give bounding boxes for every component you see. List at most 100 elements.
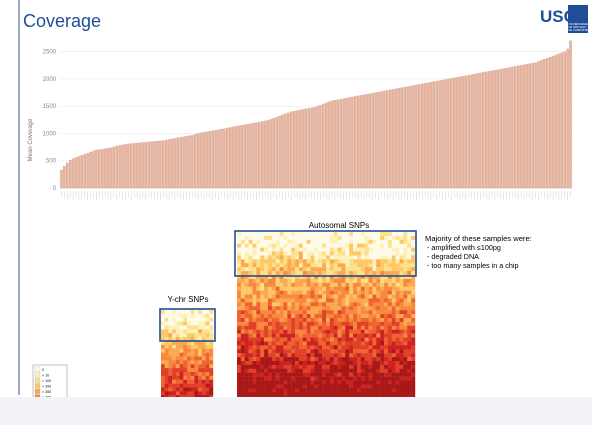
heatmap-cell: [349, 388, 354, 393]
heatmap-cell: [345, 275, 350, 280]
heatmap-cell: [360, 380, 365, 385]
coverage-bar: [525, 64, 529, 189]
coverage-bar: [546, 58, 549, 189]
heatmap-cell: [372, 278, 377, 284]
heatmap-cell: [391, 392, 396, 397]
heatmap-cell: [306, 275, 311, 280]
heatmap-cell: [322, 263, 327, 268]
heatmap-cell: [318, 357, 323, 362]
heatmap-cell: [168, 313, 173, 318]
heatmap-cell: [403, 239, 408, 244]
heatmap-cell: [395, 333, 400, 338]
heatmap-cell: [364, 267, 369, 272]
heatmap-cell: [175, 329, 180, 334]
heatmap-cell: [279, 243, 284, 248]
heatmap-cell: [326, 302, 331, 307]
heatmap-cell: [368, 353, 373, 358]
heatmap-cell: [201, 313, 206, 318]
heatmap-cell: [190, 317, 195, 322]
heatmap-cell: [168, 321, 173, 326]
heatmap-cell: [395, 232, 400, 237]
heatmap-cell: [341, 388, 346, 393]
heatmap-cell: [387, 306, 392, 311]
heatmap-cell: [298, 372, 303, 377]
heatmap-cell: [341, 380, 346, 385]
heatmap-cell: [302, 239, 307, 244]
heatmap-cell: [353, 361, 358, 366]
heatmap-cell: [329, 239, 334, 244]
heatmap-cell: [287, 294, 292, 299]
heatmap-cell: [349, 384, 354, 389]
heatmap-cell: [384, 286, 389, 291]
heatmap-cell: [172, 383, 177, 388]
heatmap-cell: [326, 318, 331, 323]
heatmap-cell: [356, 232, 362, 237]
heatmap-cell: [387, 247, 392, 252]
coverage-bar: [484, 71, 488, 189]
heatmap-cell: [376, 267, 381, 272]
heatmap-cell: [407, 275, 412, 280]
heatmap-cell: [403, 259, 408, 264]
heatmap-cell: [168, 372, 173, 377]
heatmap-cell: [360, 290, 365, 295]
heatmap-cell: [267, 298, 273, 303]
heatmap-cell: [190, 383, 195, 388]
heatmap-cell: [411, 302, 416, 307]
coverage-bar: [66, 162, 69, 189]
heatmap-cell: [298, 298, 303, 303]
heatmap-cell: [237, 314, 242, 319]
heatmap-cell: [310, 341, 315, 346]
heatmap-cell: [349, 353, 354, 358]
heatmap-cell: [372, 349, 377, 354]
heatmap-cell: [248, 353, 253, 358]
coverage-bar: [83, 154, 86, 189]
heatmap-cell: [391, 294, 396, 299]
heatmap-cell: [264, 376, 269, 381]
heatmap-cell: [407, 278, 412, 284]
heatmap-cell: [399, 275, 404, 280]
heatmap-cell: [407, 267, 412, 272]
heatmap-cell: [287, 345, 292, 350]
heatmap-cell: [399, 282, 404, 287]
heatmap-cell: [267, 239, 273, 244]
heatmap-cell: [368, 392, 373, 397]
heatmap-cell: [190, 368, 195, 373]
heatmap-cell: [271, 349, 276, 354]
heatmap-cell: [256, 275, 261, 280]
heatmap-cell: [172, 313, 177, 318]
heatmap-cell: [298, 243, 303, 248]
heatmap-cell: [164, 344, 169, 349]
heatmap-cell: [302, 275, 307, 280]
coverage-bar: [228, 127, 232, 189]
heatmap-cell: [279, 361, 284, 366]
heatmap-cell: [240, 243, 245, 248]
heatmap-cell: [337, 282, 342, 287]
heatmap-cell: [248, 290, 253, 295]
heatmap-cell: [345, 267, 350, 272]
heatmap-cell: [164, 356, 169, 361]
heatmap-cell: [201, 391, 206, 396]
heatmap-cell: [240, 388, 245, 393]
heatmap-cell: [326, 372, 331, 377]
heatmap-cell: [360, 349, 365, 354]
heatmap-cell: [168, 379, 173, 384]
heatmap-cell: [356, 388, 362, 393]
heatmap-cell: [353, 321, 358, 327]
heatmap-cell: [395, 267, 400, 272]
heatmap-cell: [240, 290, 245, 295]
heatmap-cell: [368, 364, 373, 370]
heatmap-cell: [395, 275, 400, 280]
heatmap-cell: [384, 239, 389, 244]
heatmap-cell: [314, 364, 319, 370]
heatmap-cell: [201, 383, 206, 388]
heatmap-cell: [187, 313, 191, 318]
heatmap-cell: [275, 302, 280, 307]
heatmap-cell: [387, 239, 392, 244]
heatmap-cell: [172, 379, 177, 384]
heatmap-cell: [283, 349, 288, 354]
heatmap-cell: [384, 314, 389, 319]
heatmap-cell: [168, 364, 173, 369]
heatmap-cell: [403, 302, 408, 307]
heatmap-cell: [172, 375, 177, 380]
heatmap-cell: [168, 317, 173, 322]
